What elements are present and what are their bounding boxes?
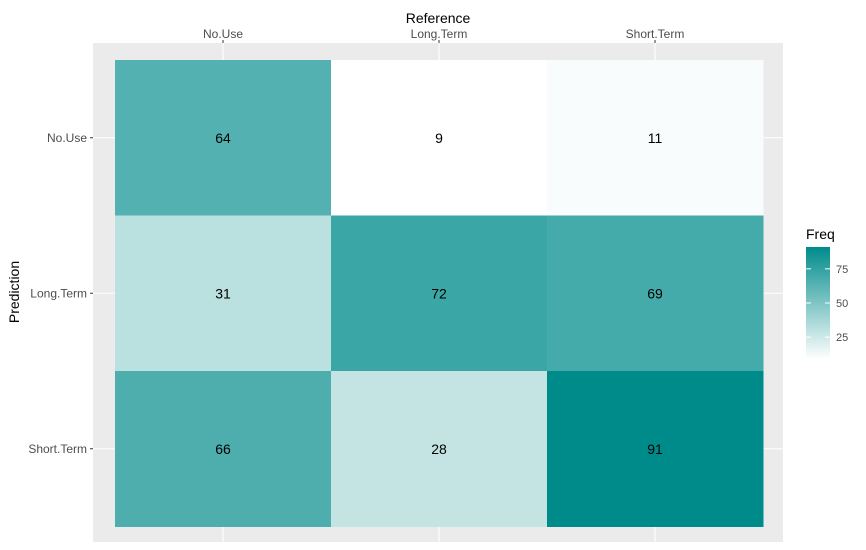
cell-short-term-long-term	[331, 371, 548, 527]
x-tick-label-no-use: No.Use	[203, 27, 243, 41]
x-tick-label-long-term: Long.Term	[411, 27, 468, 41]
x-tick-label-short-term: Short.Term	[626, 27, 685, 41]
cell-label-long-term-no-use: 31	[215, 285, 231, 301]
legend-title: Freq	[806, 226, 835, 242]
legend-tick-label-25: 25	[836, 332, 848, 344]
cell-no-use-short-term	[547, 60, 764, 216]
heatmap-cells	[115, 60, 764, 527]
y-tick-label-short-term: Short.Term	[28, 442, 87, 456]
y-axis-title: Prediction	[6, 261, 22, 323]
legend-tick-label-50: 50	[836, 298, 848, 310]
cell-label-short-term-no-use: 66	[215, 441, 231, 457]
x-axis-title: Reference	[406, 10, 471, 26]
x-axis-ticks: No.Use Long.Term Short.Term	[203, 27, 684, 43]
cell-short-term-no-use	[115, 371, 332, 527]
legend-ticks: 25 50 75	[806, 264, 848, 344]
cell-long-term-no-use	[115, 215, 332, 372]
cell-label-no-use-no-use: 64	[215, 130, 231, 146]
cell-labels: 64 9 11 31 72 69 66 28 91	[215, 130, 663, 457]
cell-no-use-no-use	[115, 60, 332, 216]
y-tick-label-no-use: No.Use	[47, 131, 87, 145]
legend: Freq 25 50 75	[806, 226, 848, 359]
cell-label-long-term-short-term: 69	[647, 285, 663, 301]
cell-long-term-long-term	[331, 215, 548, 372]
cell-label-no-use-short-term: 11	[648, 130, 663, 146]
legend-tick-label-75: 75	[836, 264, 848, 276]
cell-label-short-term-long-term: 28	[431, 441, 447, 457]
y-tick-label-long-term: Long.Term	[30, 286, 87, 300]
cell-label-no-use-long-term: 9	[435, 130, 443, 146]
y-axis-ticks: No.Use Long.Term Short.Term	[28, 131, 93, 456]
cell-long-term-short-term	[547, 215, 764, 372]
cell-label-short-term-short-term: 91	[647, 441, 663, 457]
cell-no-use-long-term	[331, 60, 548, 216]
cell-label-long-term-long-term: 72	[431, 285, 447, 301]
cell-short-term-short-term	[547, 371, 764, 527]
